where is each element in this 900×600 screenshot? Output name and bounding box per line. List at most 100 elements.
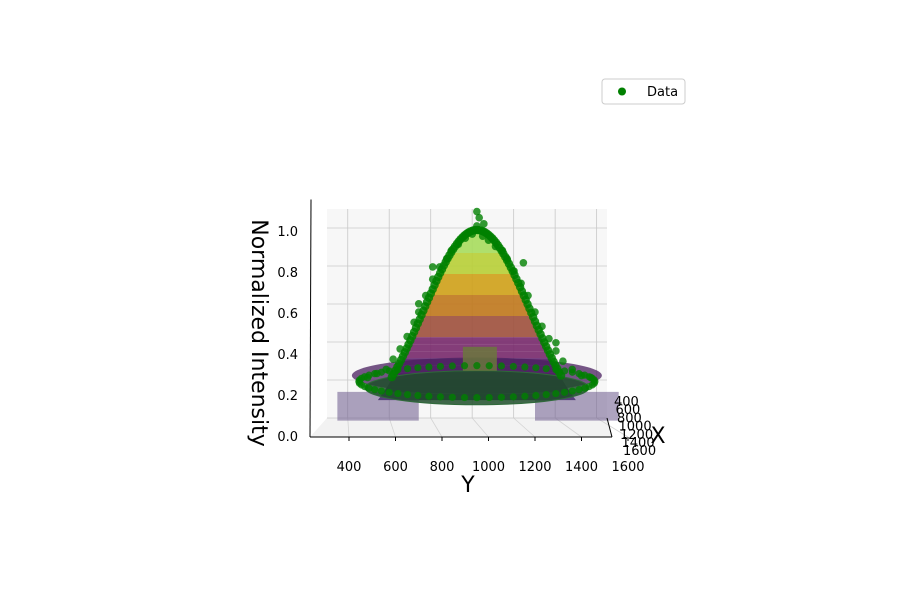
x-axis-line [606,417,613,438]
surface-band-9 [412,330,541,338]
data-point-35 [480,220,488,228]
data-point-25 [389,355,397,363]
data-point-38 [414,300,423,308]
x-tick-label-4: 1200 [620,428,653,443]
z-tick-label-3: 0.6 [277,307,298,322]
data-point-11 [435,263,444,271]
data-point-8 [498,246,507,255]
data-point-24 [552,347,560,355]
data-point-7 [447,246,456,255]
y-tick-label-6: 1600 [611,460,644,475]
base-ring-point [385,367,393,375]
base-ring-point [532,364,540,372]
surface-band-21 [452,246,502,254]
legend-marker [618,87,626,96]
base-ring-point [394,389,402,398]
floor-grid-y-1 [388,417,396,438]
data-point-12 [510,267,518,275]
data-point-16 [524,291,532,300]
base-ring-point [542,365,550,373]
base-ring-point [460,362,469,370]
y-axis-label: Y [460,473,475,498]
base-ring-point [414,391,422,400]
z-tick-label-0: 0.0 [277,430,298,445]
base-ring-point [552,389,560,398]
base-ring-point [485,393,493,402]
base-ring-point [414,364,422,372]
base-ring-point [497,362,506,370]
data-point-9 [442,254,451,263]
base-ring-point [575,386,583,394]
base-ring-point [552,366,560,374]
z-tick-label-1: 0.2 [277,389,298,404]
base-ring-point [568,368,576,376]
data-point-21 [403,332,411,341]
surface-band-11 [418,316,535,324]
base-ring-point [371,370,379,378]
x-tick-label-0: 400 [614,395,639,410]
base-ring-point [460,393,469,402]
data-point-5 [454,240,463,249]
data-point-37 [519,259,528,267]
base-ring-point [394,366,402,374]
base-ring-point [425,392,433,400]
data-point-13 [428,275,437,284]
data-point-23 [396,345,404,353]
data-point-39 [552,338,560,347]
data-point-22 [545,334,553,343]
base-ring-point [473,362,481,370]
y-tick-label-4: 1200 [518,460,551,475]
data-point-20 [538,322,546,331]
base-ring-point [448,362,456,370]
base-ring-point [436,362,445,371]
data-scatter [355,207,599,402]
data-point-33 [473,207,481,216]
base-ring-point [575,370,583,378]
base-ring-point [509,393,517,401]
data-point-6 [491,242,500,251]
data-point-19 [410,318,418,327]
floor-grid-y-6 [596,417,629,438]
data-point-4 [484,236,493,245]
data-point-2 [478,232,487,240]
tick-labels: 400 600 800 1000 1200 1400 16000.00.20.40.60.8… [277,225,656,475]
y-tick-label-5: 1400 [565,460,598,475]
base-ring-point [377,387,386,395]
surface-band-20 [447,253,506,261]
x-tick-label-3: 1000 [619,420,652,435]
data-point-0 [473,222,481,230]
y-tick-label-0: 400 [337,460,362,475]
y-tick-label-3: 1000 [472,460,505,475]
data-point-10 [503,254,511,263]
x-tick-label-6: 1600 [623,444,656,459]
base-ring-point [521,392,529,400]
x-axis-label: X [650,424,665,449]
surface-band-12 [421,309,532,317]
base-ring-point [560,367,569,375]
z-tick-label-5: 1.0 [277,225,298,240]
base-ring-point [425,363,433,371]
surface-band-10 [415,323,538,331]
surface-band-16 [434,281,520,289]
base-ring-point [473,394,481,402]
legend-frame [601,78,686,105]
data-point-34 [475,213,484,222]
base-ring-point [581,384,589,392]
base-ring-point [403,390,412,399]
data-point-26 [559,357,567,366]
base-ring-point [542,390,550,399]
data-point-3 [461,234,470,242]
data-point-14 [517,279,525,288]
base-ring-point [509,362,517,371]
surface-band-8 [409,337,545,345]
legend-label: Data [647,85,678,100]
base-ring-point [568,387,576,395]
surface-band-14 [427,295,526,303]
z-tick-label-4: 0.8 [277,266,298,281]
base-ring-point [365,371,373,379]
surface-band-15 [431,288,523,296]
base-ring-point [590,376,598,384]
surface-band-17 [437,274,517,282]
x-tick-label-5: 1400 [622,436,655,451]
